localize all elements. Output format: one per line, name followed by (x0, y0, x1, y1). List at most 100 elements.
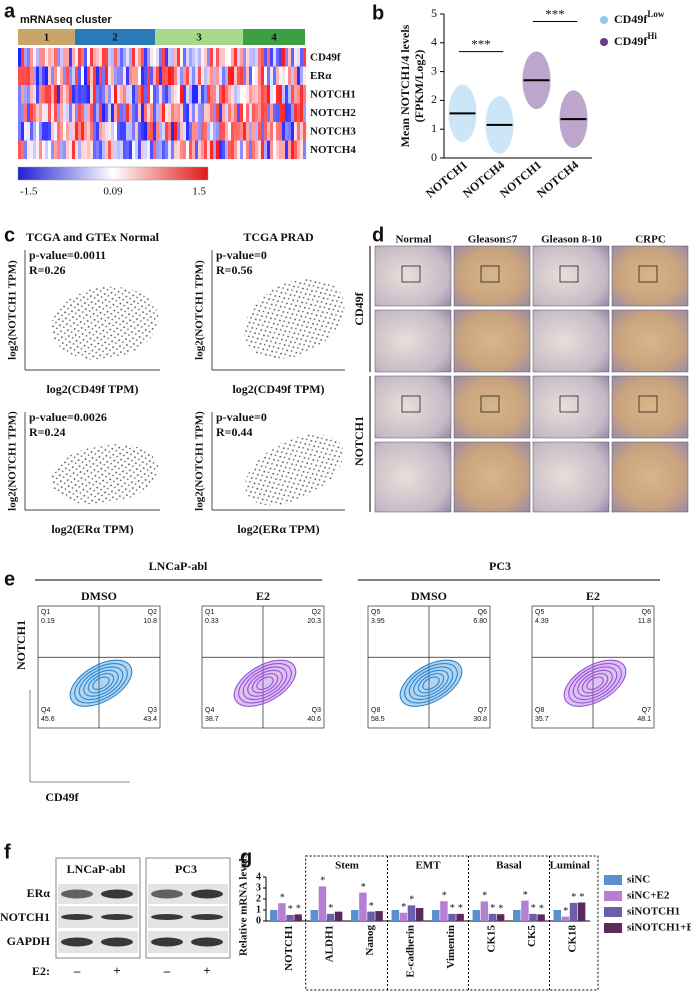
bar (577, 902, 586, 921)
blot-cell-line: PC3 (175, 862, 197, 876)
y-tick-label: 0 (256, 915, 261, 926)
heatmap-cell (207, 66, 211, 86)
heatmap-cell (165, 103, 169, 123)
heatmap-cell (99, 122, 103, 141)
heatmap-cell (246, 140, 250, 160)
significance-label: * (401, 902, 406, 913)
heatmap-cell (282, 48, 286, 67)
cell-line-label: LNCaP-abl (149, 559, 208, 573)
heatmap-cell (96, 48, 100, 67)
heatmap-cell (183, 103, 187, 123)
group-label: Basal (496, 860, 522, 872)
heatmap-cell (117, 85, 121, 104)
heatmap-cell (270, 85, 274, 104)
heatmap-cell (210, 140, 214, 160)
heatmap-cell (294, 66, 298, 86)
heatmap-cell (291, 48, 295, 67)
heatmap-cell (144, 140, 148, 160)
heatmap-cell (231, 85, 235, 104)
colorbar-label: 1.5 (192, 186, 206, 198)
heatmap-cell (198, 103, 202, 123)
significance-label: * (531, 903, 536, 914)
heatmap-cell (150, 103, 154, 123)
heatmap-cell (207, 140, 211, 160)
heatmap-cell (66, 66, 70, 86)
bar (448, 913, 456, 921)
quadrant-value: 45.6 (41, 716, 55, 723)
contour-ring (256, 676, 274, 691)
heatmap-cell (240, 122, 244, 141)
heatmap-cell (216, 140, 220, 160)
heatmap-cell (288, 85, 292, 104)
y-tick-label: 1 (431, 121, 437, 135)
heatmap-cell (69, 85, 73, 104)
heatmap-cell (261, 103, 265, 123)
heatmap-cell (231, 48, 235, 67)
heatmap-cell (243, 85, 247, 104)
heatmap-cell (270, 48, 274, 67)
scatter-cloud (51, 444, 159, 505)
heatmap-cell (123, 140, 127, 160)
heatmap-cell (114, 48, 118, 67)
heatmap-cell (246, 103, 250, 123)
heatmap-cell (159, 103, 163, 123)
heatmap-cell (99, 85, 103, 104)
heatmap-cell (207, 85, 211, 104)
bar (456, 913, 464, 921)
heatmap-cell (33, 66, 37, 86)
heatmap-cell (165, 85, 169, 104)
heatmap-cell (276, 85, 280, 104)
heatmap-cell (219, 140, 223, 160)
heatmap-cell (60, 122, 64, 141)
colorbar-label: -1.5 (20, 186, 38, 198)
quadrant-value: 35.7 (535, 716, 549, 723)
heatmap-cell (177, 122, 181, 141)
heatmap-cell (186, 103, 190, 123)
bar (407, 905, 416, 921)
significance-label: * (490, 903, 495, 914)
heatmap-cell (210, 122, 214, 141)
treatment-label: E2 (586, 589, 600, 603)
heatmap-cell (261, 66, 265, 86)
heatmap-cell (45, 103, 49, 123)
significance-label: * (539, 904, 544, 915)
ihc-image (611, 245, 689, 307)
heatmap-cell (48, 48, 52, 67)
heatmap-cell (93, 66, 97, 86)
heatmap-cell (153, 66, 157, 86)
heatmap-cell (27, 122, 31, 141)
contour-ring (78, 666, 124, 701)
heatmap-cell (300, 140, 304, 160)
heatmap-cell (78, 140, 82, 160)
heatmap-cell (213, 48, 217, 67)
heatmap-cell (42, 66, 46, 86)
heatmap-cell (285, 66, 289, 86)
heatmap-cell (36, 122, 40, 141)
blot-band (61, 937, 93, 947)
heatmap-cell (39, 85, 43, 104)
heatmap-cell (63, 48, 67, 67)
y-axis-label: Relative mRNA levels (238, 853, 250, 956)
heatmap-cell (207, 122, 211, 141)
quadrant-value: 30.8 (473, 716, 487, 723)
heatmap-cell (303, 48, 307, 67)
heatmap-cell (150, 122, 154, 141)
significance-label: * (563, 906, 568, 917)
heatmap-cell (276, 48, 280, 67)
heatmap-cell (159, 66, 163, 86)
heatmap-cell (114, 140, 118, 160)
heatmap-cell (264, 103, 268, 123)
heatmap-cell (225, 122, 229, 141)
bar (537, 914, 545, 921)
blot-panel (58, 906, 138, 928)
heatmap-cell (174, 66, 178, 86)
cluster-label: 4 (271, 32, 277, 44)
blot-frame (55, 857, 141, 959)
heatmap-cell (183, 48, 187, 67)
heatmap-cell (21, 66, 25, 86)
heatmap-cell (117, 122, 121, 141)
y-axis-label-2: (FPKM/Log2) (412, 50, 426, 123)
heatmap-cell (84, 85, 88, 104)
heatmap-cell (186, 140, 190, 160)
heatmap-cell (168, 48, 172, 67)
